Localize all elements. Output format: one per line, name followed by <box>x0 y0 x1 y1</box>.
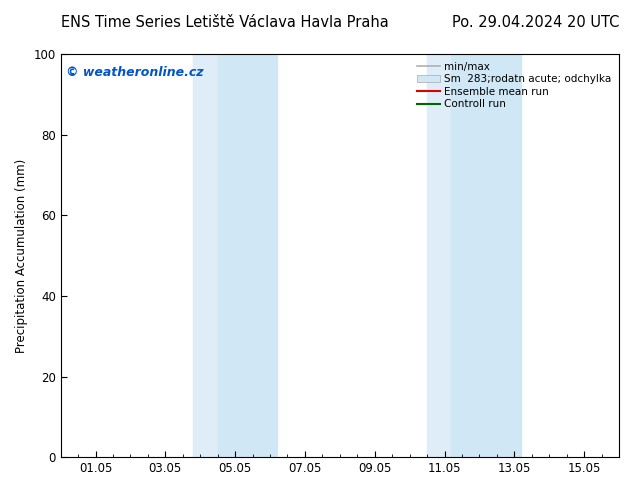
Text: © weatheronline.cz: © weatheronline.cz <box>66 66 204 79</box>
Bar <box>217 54 277 457</box>
Bar <box>427 54 451 457</box>
Legend: min/max, Sm  283;rodatn acute; odchylka, Ensemble mean run, Controll run: min/max, Sm 283;rodatn acute; odchylka, … <box>413 57 616 114</box>
Bar <box>451 54 521 457</box>
Y-axis label: Precipitation Accumulation (mm): Precipitation Accumulation (mm) <box>15 159 28 353</box>
Bar <box>193 54 217 457</box>
Text: ENS Time Series Letiště Václava Havla Praha: ENS Time Series Letiště Václava Havla Pr… <box>61 15 389 30</box>
Text: Po. 29.04.2024 20 UTC: Po. 29.04.2024 20 UTC <box>451 15 619 30</box>
